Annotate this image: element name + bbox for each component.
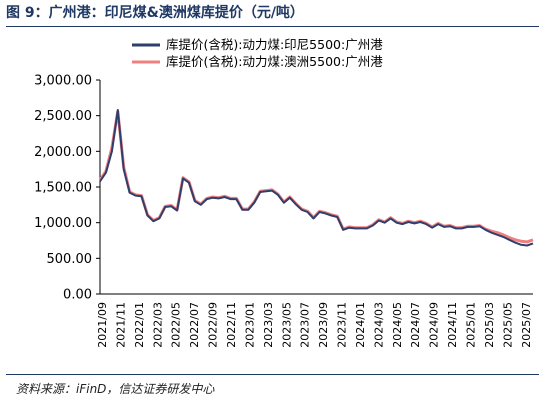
line-chart: 库提价(含税):动力煤:印尼5500:广州港 库提价(含税):动力煤:澳洲550… (34, 37, 534, 348)
y-tick-label: 3,000.00 (34, 74, 92, 89)
chart-legend: 库提价(含税):动力煤:印尼5500:广州港 库提价(含税):动力煤:澳洲550… (132, 37, 383, 69)
x-tick-label: 2021/09 (96, 302, 109, 348)
x-tick-label: 2024/05 (391, 302, 404, 348)
x-tick-label: 2023/03 (262, 302, 275, 348)
bottom-rule (6, 374, 539, 375)
x-tick-label: 2024/03 (372, 302, 385, 348)
x-tick-label: 2024/07 (409, 302, 422, 348)
x-tick-label: 2023/07 (299, 302, 312, 348)
x-tick-label: 2024/09 (428, 302, 441, 348)
x-axis: 2021/09 2021/11 2022/01 2022/03 2022/05 2022/… (96, 293, 533, 348)
x-tick-label: 2021/11 (114, 302, 127, 348)
x-tick-label: 2025/05 (501, 302, 514, 348)
legend-label-indonesia: 库提价(含税):动力煤:印尼5500:广州港 (166, 37, 383, 52)
x-tick-label: 2025/07 (520, 302, 533, 348)
y-tick-label: 2,000.00 (34, 145, 92, 160)
x-tick-label: 2022/07 (188, 302, 201, 348)
y-tick-label: 0.00 (63, 288, 92, 303)
series-line-australia (98, 109, 534, 244)
y-tick-label: 2,500.00 (34, 109, 92, 124)
x-tick-label: 2023/01 (243, 302, 256, 348)
x-tick-label: 2022/11 (225, 302, 238, 348)
x-tick-label: 2024/11 (446, 302, 459, 348)
y-tick-label: 1,000.00 (34, 216, 92, 231)
x-tick-label: 2022/09 (207, 302, 220, 348)
series-layer (98, 109, 534, 247)
x-tick-label: 2023/11 (336, 302, 349, 348)
x-tick-label: 2022/03 (151, 302, 164, 348)
title-rule (6, 26, 539, 27)
x-tick-label: 2024/01 (354, 302, 367, 348)
y-axis: 0.00 500.00 1,000.00 1,500.00 2,000.00 2,500.… (34, 74, 101, 303)
x-tick-label: 2022/01 (133, 302, 146, 348)
x-tick-label: 2025/03 (483, 302, 496, 348)
y-tick-label: 1,500.00 (34, 181, 92, 196)
x-tick-label: 2025/01 (465, 302, 478, 348)
figure-title: 图 9：广州港：印尼煤&澳洲煤库提价（元/吨） (6, 5, 304, 21)
x-tick-label: 2023/05 (280, 302, 293, 348)
x-tick-label: 2022/05 (170, 302, 183, 348)
legend-label-australia: 库提价(含税):动力煤:澳洲5500:广州港 (166, 54, 383, 69)
x-tick-label: 2023/09 (317, 302, 330, 348)
series-line-indonesia (99, 109, 534, 247)
source-note: 资料来源：iFinD，信达证券研发中心 (16, 382, 215, 396)
y-tick-label: 500.00 (47, 252, 93, 267)
